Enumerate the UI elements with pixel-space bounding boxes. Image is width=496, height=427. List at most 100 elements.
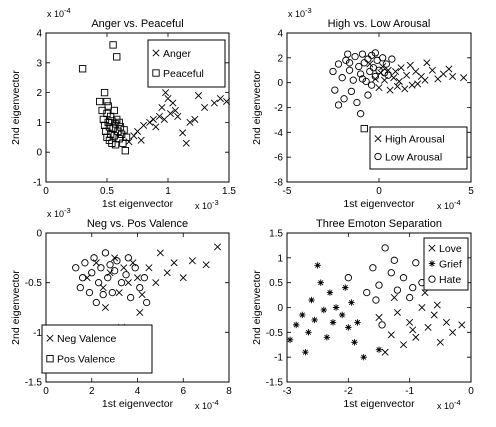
y-scale-base: x 10 [288, 9, 305, 19]
y-tick-label: 2 [36, 88, 42, 99]
y-axis-label: 2nd eigenvector [251, 270, 263, 345]
point-low-arousal [353, 98, 361, 107]
point-low-arousal [382, 60, 391, 68]
point-anger [182, 139, 190, 147]
point-love [400, 341, 408, 349]
point-grief [360, 353, 367, 361]
subplot-1: Anger vs. Peaceful 1st eigenvector 2nd eig… [10, 6, 236, 211]
y-tick-label: -1 [274, 353, 283, 364]
x-tick-label: 5 [468, 186, 474, 197]
point-peaceful [119, 139, 127, 147]
point-love [390, 294, 398, 302]
x-scale-exponent: -4 [454, 198, 461, 207]
point-neg-valence [170, 259, 178, 267]
point-low-arousal [367, 51, 376, 59]
point-love [412, 333, 420, 341]
point-extra [110, 267, 119, 275]
y-tick-label: 2 [277, 53, 283, 64]
point-grief [351, 339, 358, 346]
point-anger [191, 115, 199, 123]
legend: High Arousal Low Arousal [369, 126, 468, 170]
point-extra [136, 283, 144, 292]
point-extra [104, 274, 112, 282]
point-anger [171, 106, 179, 114]
point-low-arousal [366, 67, 374, 76]
x-tick-label: -2 [344, 386, 353, 397]
point-grief [286, 336, 294, 343]
point-extra [140, 274, 149, 282]
point-neg-valence [120, 264, 128, 272]
point-high-arousal [403, 71, 411, 79]
point-hate [399, 274, 408, 282]
point-hate [369, 264, 377, 272]
point-hate [406, 293, 414, 302]
y-scale-factor: x 10-4 [47, 6, 71, 19]
legend-label-peaceful: Peaceful [163, 68, 204, 80]
x-axis-label: 1st eigenvector [343, 198, 415, 210]
point-high-arousal [379, 63, 387, 71]
point-love [424, 323, 432, 331]
point-love [449, 328, 457, 336]
point-grief [299, 311, 306, 319]
y-axis-label: 2nd eigenvector [10, 70, 22, 145]
x-scale-factor: x 10-3 [195, 198, 219, 211]
point-high-arousal [393, 82, 401, 90]
point-extra [72, 264, 80, 272]
point-extra [97, 264, 105, 272]
point-low-arousal [345, 66, 354, 74]
legend: Love Grief Hate [423, 237, 469, 291]
point-grief [375, 346, 383, 353]
legend-marker-anger [152, 49, 160, 57]
point-low-arousal [364, 55, 372, 63]
x-tick-label: -1 [405, 386, 414, 397]
point-anger [194, 92, 203, 100]
point-grief [342, 284, 349, 291]
y-tick-label: 4 [277, 29, 283, 40]
point-low-arousal [364, 91, 372, 99]
point-extra [106, 261, 114, 269]
y-axis-label: 2nd eigenvector [251, 70, 263, 145]
point-peaceful [104, 102, 112, 110]
x-scale-exponent: -4 [454, 398, 461, 407]
legend-marker-peaceful [152, 69, 160, 77]
point-high-arousal [392, 67, 400, 76]
y-tick-label: 0.5 [269, 278, 283, 289]
y-scale-factor: x 10-3 [288, 6, 312, 19]
y-tick-label: -8 [274, 178, 283, 189]
x-tick-label: 0 [468, 386, 474, 397]
point-peaceful [110, 106, 118, 115]
x-tick-label: 6 [180, 386, 186, 397]
y-tick-label: 4 [36, 29, 42, 40]
legend-label-neg-valence: Neg Valence [57, 333, 117, 345]
point-hate [372, 296, 380, 304]
point-extra [81, 259, 89, 267]
x-axis-label: 1st eigenvector [102, 398, 174, 410]
point-high-arousal [449, 72, 457, 80]
point-peaceful [96, 97, 104, 106]
y-axis-label: 2nd eigenvector [10, 270, 22, 345]
y-tick-label: -1 [33, 328, 42, 339]
point-low-arousal [347, 87, 356, 96]
x-axis-label: 1st eigenvector [102, 198, 174, 210]
point-extra [101, 249, 110, 257]
y-tick-label: -1.5 [266, 378, 284, 389]
point-grief [302, 349, 309, 356]
point-grief [329, 319, 337, 326]
point-neg-valence [188, 257, 196, 265]
point-extra [122, 271, 130, 279]
point-grief [293, 321, 300, 329]
point-anger [162, 89, 170, 97]
point-neg-valence [156, 249, 164, 257]
point-neg-valence [124, 279, 132, 287]
point-low-arousal [340, 95, 348, 103]
point-anger [174, 112, 182, 120]
point-extra [78, 274, 87, 282]
point-high-arousal [375, 84, 383, 92]
point-neg-valence [145, 264, 153, 272]
point-peaceful [113, 53, 121, 61]
x-tick-label: 0 [376, 186, 382, 197]
point-love [387, 331, 395, 339]
chart-title: Three Emoton Separation [316, 218, 442, 230]
legend-marker-low-arousal [374, 152, 382, 161]
